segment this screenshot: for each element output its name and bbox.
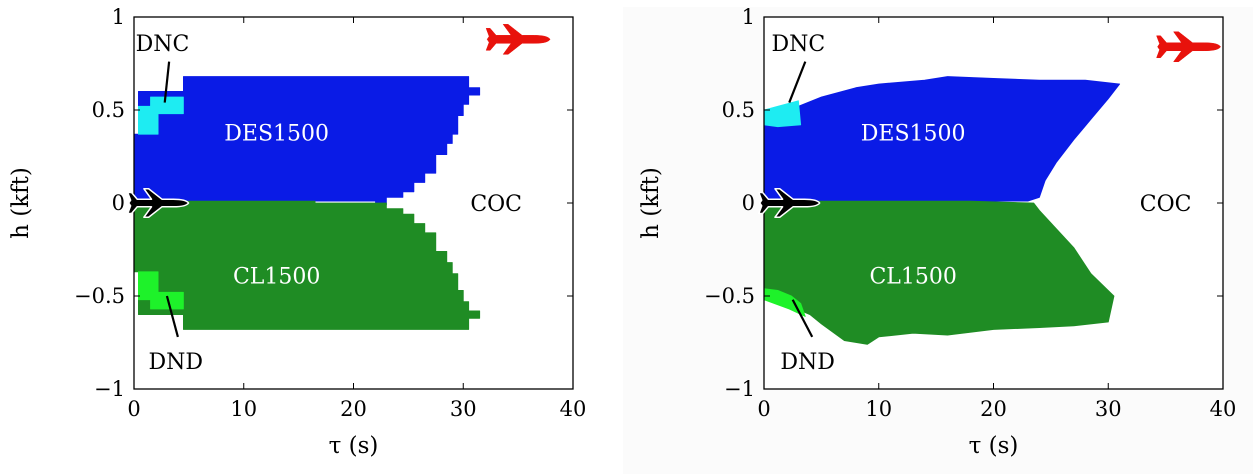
- coc-label: COC: [470, 192, 522, 217]
- cl1500-label: CL1500: [869, 265, 956, 290]
- dnd-region: [137, 271, 184, 310]
- y-tick-label: 0.5: [92, 98, 125, 122]
- dnd-pointer-line: [791, 299, 814, 338]
- left-policy-plot: 0 10 20 30 40 −1 −0.5 0 0.5 1 τ (s) h (kft) DNC DES15…: [8, 5, 586, 459]
- dnc-label: DNC: [136, 32, 190, 57]
- cl1500-label: CL1500: [233, 265, 320, 290]
- ownship-airplane-icon: [126, 187, 190, 219]
- y-axis-label: h (kft): [8, 167, 34, 239]
- x-tick-label: 0: [757, 397, 770, 421]
- y-tick-label: 0: [112, 191, 125, 215]
- dnc-region: [137, 96, 184, 135]
- y-tick-label: −0.5: [704, 284, 755, 308]
- dnd-pointer-line: [165, 295, 179, 338]
- y-tick-label: −1: [94, 377, 125, 401]
- x-tick-label: 0: [127, 397, 140, 421]
- x-tick-label: 10: [230, 397, 257, 421]
- x-tick-label: 30: [1095, 397, 1122, 421]
- intruder-airplane-icon: [485, 24, 551, 55]
- des1500-region: [763, 76, 1121, 204]
- right-policy-plot: 0 10 20 30 40 −1 −0.5 0 0.5 1 τ (s) h (kft) DNC DES15…: [638, 5, 1236, 459]
- y-tick-label: 0: [742, 191, 755, 215]
- dnd-region: [763, 288, 806, 317]
- cl1500-region: [763, 200, 1115, 345]
- x-tick-label: 40: [560, 397, 587, 421]
- x-axis-label: τ (s): [329, 433, 379, 459]
- x-tick-label: 20: [980, 397, 1007, 421]
- y-tick-label: −1: [724, 377, 755, 401]
- dnc-pointer-line: [163, 61, 171, 103]
- x-axis-label: τ (s): [969, 433, 1019, 459]
- x-tick-label: 10: [865, 397, 892, 421]
- y-axis-label: h (kft): [638, 167, 664, 239]
- coc-label: COC: [1140, 192, 1192, 217]
- des1500-label: DES1500: [861, 121, 966, 146]
- y-tick-label: 1: [742, 5, 755, 29]
- y-tick-label: 0.5: [722, 98, 755, 122]
- dnd-label: DND: [780, 350, 835, 375]
- dnc-pointer-line: [788, 61, 807, 103]
- x-tick-label: 20: [340, 397, 367, 421]
- intruder-airplane-icon: [1156, 31, 1221, 63]
- dnd-label: DND: [148, 350, 203, 375]
- y-tick-label: 1: [112, 5, 125, 29]
- cl1500-region: [133, 200, 481, 330]
- y-tick-label: −0.5: [74, 284, 125, 308]
- dnc-label: DNC: [772, 32, 826, 57]
- des1500-label: DES1500: [224, 121, 329, 146]
- x-tick-label: 30: [450, 397, 477, 421]
- x-tick-label: 40: [1210, 397, 1237, 421]
- ownship-airplane-icon: [758, 187, 821, 219]
